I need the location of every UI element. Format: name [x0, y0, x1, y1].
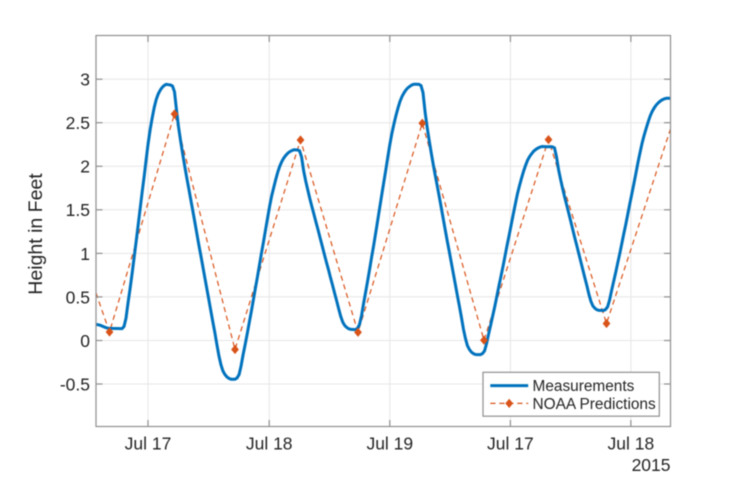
- svg-text:0.5: 0.5: [66, 287, 90, 307]
- svg-text:Jul 17: Jul 17: [487, 434, 534, 454]
- svg-text:0: 0: [80, 331, 90, 351]
- svg-text:Measurements: Measurements: [533, 378, 635, 395]
- svg-text:Jul 18: Jul 18: [246, 434, 293, 454]
- svg-text:NOAA Predictions: NOAA Predictions: [533, 396, 656, 413]
- svg-text:2015: 2015: [632, 455, 671, 475]
- svg-text:Jul 18: Jul 18: [608, 434, 655, 454]
- svg-text:2.5: 2.5: [66, 113, 90, 133]
- svg-text:Jul 17: Jul 17: [125, 434, 172, 454]
- svg-text:3: 3: [80, 70, 90, 90]
- svg-text:-0.5: -0.5: [60, 374, 90, 394]
- svg-text:1: 1: [80, 244, 90, 264]
- svg-text:Height in Feet: Height in Feet: [25, 173, 47, 295]
- svg-text:Jul 19: Jul 19: [366, 434, 413, 454]
- svg-text:1.5: 1.5: [66, 200, 90, 220]
- svg-text:2: 2: [80, 157, 90, 177]
